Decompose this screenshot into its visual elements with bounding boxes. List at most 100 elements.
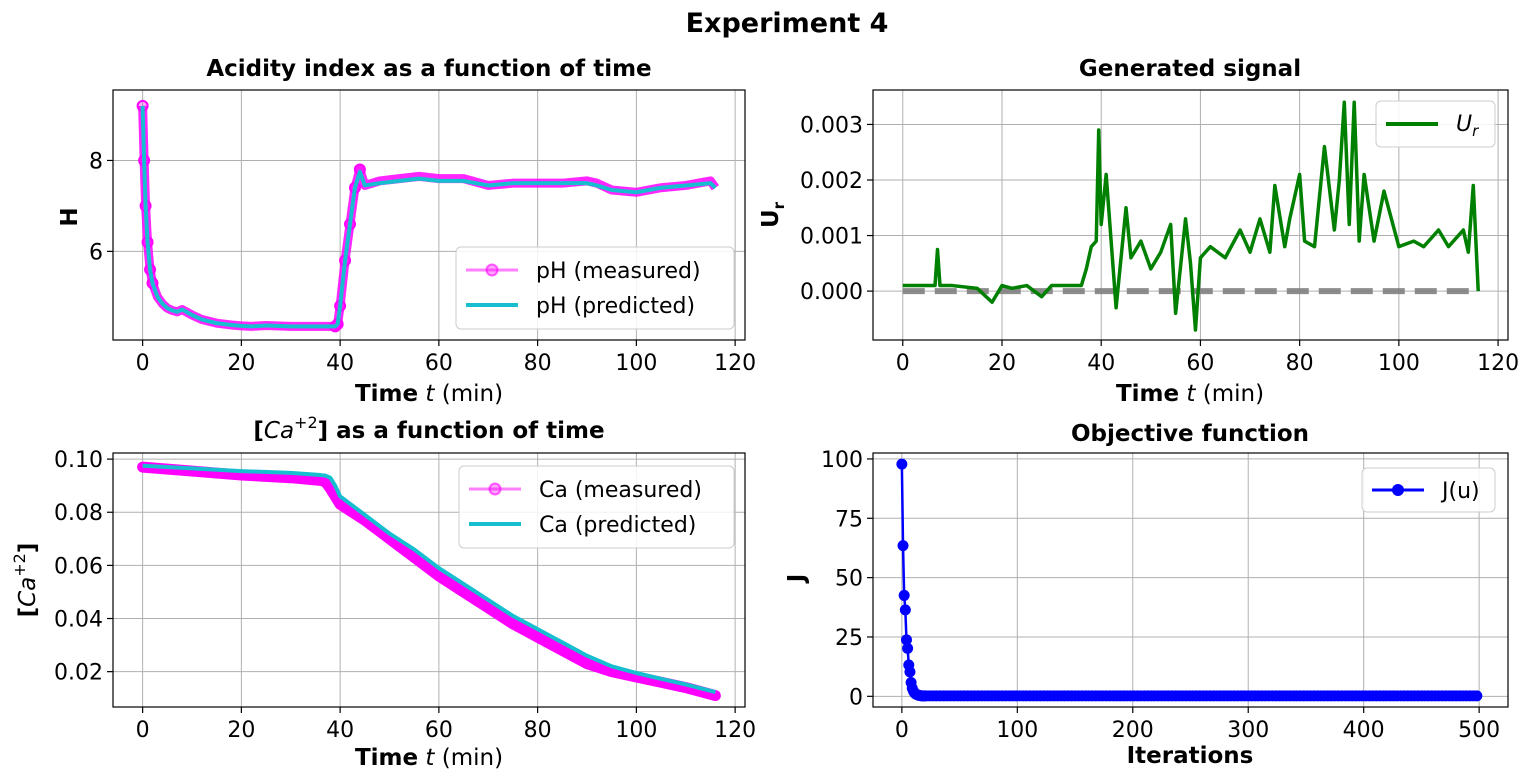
ph-x-axis-label: Time t (min) [355,381,503,407]
objective-x-axis-label: Iterations [1127,743,1254,769]
objective-y-ticks: 0 25 50 75 100 [821,448,873,710]
ca-x-tick-label: 80 [524,718,552,743]
ur-y-ticks: 0.000 0.001 0.002 0.003 [800,113,873,305]
ur-axes-frame [872,89,1509,341]
ca-title-math: Ca [264,418,294,444]
ca-measured-series [137,461,721,702]
ca-y-label-close: ] [15,543,41,554]
ph-x-tick-label: 100 [615,351,657,376]
ur-y-tick-label: 0.000 [800,280,863,305]
objective-plot-area [896,458,1483,702]
obj-x-tick-label: 100 [996,718,1038,743]
ur-chart: Generated signal 0 20 40 60 80 100 120 0.0000.… [758,56,1519,407]
ca-x-label-italic: t [425,745,435,771]
ca-y-axis-label: [Ca+2] [10,543,41,618]
ca-y-ticks: 0.02 0.04 0.06 0.08 0.10 [54,448,113,686]
ph-chart-title: Acidity index as a function of time [206,56,651,82]
ca-y-tick-label: 0.04 [54,608,103,633]
ca-plot-area [137,461,721,702]
ph-legend-box [455,246,735,330]
ca-title-sup: +2 [294,413,318,432]
ca-x-tick-label: 100 [615,718,657,743]
ph-x-label-bold: Time [355,381,418,407]
objective-y-axis-label: J [784,574,810,585]
ca-legend-predicted-label: Ca (predicted) [539,513,696,538]
obj-y-tick-label: 100 [821,448,863,473]
obj-y-tick-label: 50 [835,567,863,592]
obj-y-tick-label: 0 [849,685,863,710]
ca-y-label-math: Ca [15,577,41,607]
ca-x-axis-label: Time t (min) [355,745,503,771]
ca-y-label-sup: +2 [10,553,29,577]
ph-x-tick-label: 80 [524,351,552,376]
obj-x-tick-label: 500 [1458,718,1500,743]
ur-x-axis-label: Time t (min) [1116,381,1264,407]
ph-y-ticks: 68 [89,149,113,265]
obj-x-tick-label: 300 [1227,718,1269,743]
obj-y-tick-label: 75 [835,507,863,532]
ca-chart-title: [Ca+2] as a function of time [253,413,604,444]
ph-legend-predicted-label: pH (predicted) [536,294,695,319]
ur-plot-area [902,100,1480,332]
objective-chart: Objective function 0 100 200 300 400 500 0 25 5… [784,421,1509,769]
ur-x-tick-label: 60 [1186,351,1214,376]
ca-x-tick-label: 120 [714,718,756,743]
ph-plot-area [136,99,720,333]
figure-suptitle: Experiment 4 [686,8,889,39]
ph-x-tick-label: 40 [326,351,354,376]
ur-x-tick-label: 100 [1378,351,1420,376]
ur-x-tick-label: 20 [988,351,1016,376]
objective-x-ticks: 0 100 200 300 400 500 [895,707,1500,743]
ph-axes-frame [112,89,746,341]
ca-legend-box [458,465,735,549]
ur-y-label-sub: r [770,201,788,209]
obj-y-tick-label: 25 [835,626,863,651]
ph-x-ticks: 0 20 40 60 80 100 120 [136,340,756,376]
objective-legend-label: J(u) [1440,479,1480,504]
ph-x-tick-label: 20 [227,351,255,376]
ur-x-label-unit: (min) [1203,381,1264,407]
ur-y-tick-label: 0.001 [800,225,863,250]
ph-x-tick-label: 120 [714,351,756,376]
ca-y-tick-label: 0.02 [54,661,103,686]
ca-x-tick-label: 60 [425,718,453,743]
ur-x-label-bold: Time [1116,381,1179,407]
ur-legend: Ur [1375,100,1496,148]
ur-x-tick-label: 120 [1477,351,1519,376]
objective-legend: J(u) [1361,467,1496,513]
ca-y-label-open: [ [15,607,41,618]
ca-predicted-series [142,463,716,695]
objective-axes-frame [872,452,1509,708]
ph-y-tick-label: 8 [89,149,103,174]
ph-gridlines [113,90,745,340]
ur-y-tick-label: 0.002 [800,169,863,194]
objective-point [898,589,910,601]
ca-title-rest: ] as a function of time [318,418,605,444]
objective-point [904,666,916,678]
ca-y-tick-label: 0.10 [54,448,103,473]
ur-signal-series [902,100,1480,332]
ph-x-tick-label: 60 [425,351,453,376]
ur-x-tick-label: 80 [1286,351,1314,376]
ph-x-label-unit: (min) [442,381,503,407]
ca-legend-measured-label: Ca (measured) [539,478,702,503]
ur-x-ticks: 0 20 40 60 80 100 120 [896,340,1519,376]
ph-legend-measured-label: pH (measured) [536,259,701,284]
ph-x-tick-label: 0 [136,351,150,376]
ca-axes-frame [112,452,746,708]
obj-x-tick-label: 400 [1343,718,1385,743]
obj-x-tick-label: 200 [1112,718,1154,743]
ca-legend-measured-marker [488,482,502,496]
ur-y-label-main: U [758,209,784,228]
ca-x-tick-label: 40 [326,718,354,743]
ph-y-tick-label: 6 [89,240,103,265]
ph-predicted-series [140,105,717,329]
ca-x-label-bold: Time [355,745,418,771]
objective-point [897,540,909,552]
ca-x-tick-label: 20 [227,718,255,743]
objective-legend-marker [1392,484,1404,496]
ph-chart: Acidity index as a function of time 0 20 4… [57,56,756,407]
objective-point [896,458,908,470]
objective-point [1471,690,1483,702]
ur-y-axis-label: Ur [758,201,788,228]
